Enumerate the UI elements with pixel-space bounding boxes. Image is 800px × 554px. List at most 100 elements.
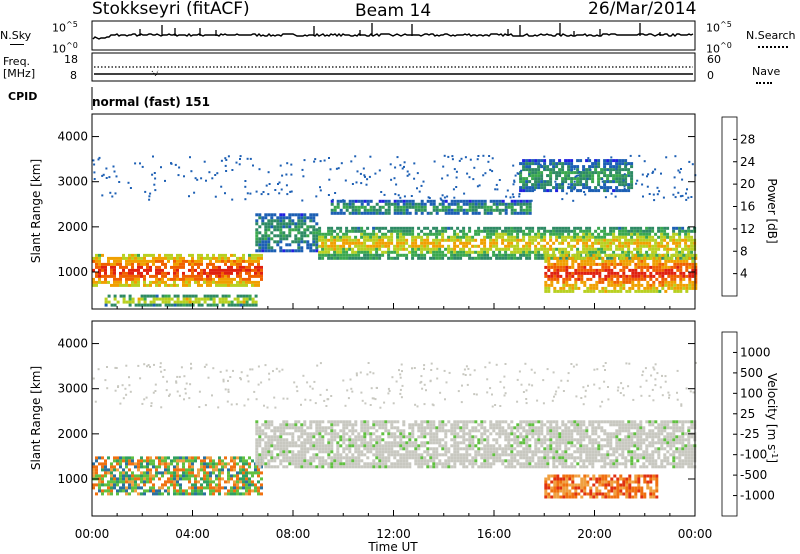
range-gate-cell: [655, 289, 659, 293]
range-gate-cell: [393, 453, 397, 457]
range-gate-cell: [447, 256, 451, 260]
range-gate-cell: [489, 235, 493, 239]
range-gate-cell: [348, 202, 352, 206]
range-gate-cell: [652, 268, 656, 272]
range-gate-cell: [486, 456, 490, 460]
scatter-cell: [491, 170, 494, 173]
range-gate-cell: [306, 234, 310, 238]
range-gate-cell: [176, 268, 179, 272]
range-gate-cell: [297, 225, 301, 229]
scatter-cell: [428, 197, 431, 199]
range-gate-cell: [339, 453, 343, 457]
range-gate-cell: [543, 423, 547, 427]
range-gate-cell: [459, 205, 463, 209]
range-gate-cell: [471, 441, 475, 445]
range-gate-cell: [486, 211, 490, 215]
range-gate-cell: [510, 426, 514, 430]
range-gate-cell: [489, 199, 493, 203]
range-gate-cell: [450, 235, 454, 239]
range-gate-cell: [173, 268, 176, 272]
range-gate-cell: [297, 240, 301, 244]
range-gate-cell: [339, 435, 343, 439]
range-gate-cell: [450, 199, 454, 203]
range-gate-cell: [640, 277, 644, 281]
range-gate-cell: [333, 465, 337, 469]
range-gate-cell: [206, 465, 209, 469]
range-gate-cell: [555, 232, 559, 236]
range-gate-cell: [137, 253, 140, 257]
range-gate-cell: [673, 280, 677, 284]
range-gate-cell: [420, 238, 424, 242]
range-gate-cell: [363, 250, 367, 254]
range-gate-cell: [547, 268, 551, 272]
range-gate-cell: [155, 471, 158, 475]
range-gate-cell: [441, 244, 445, 248]
range-gate-cell: [248, 456, 251, 460]
range-gate-cell: [495, 253, 499, 257]
range-gate-cell: [357, 226, 361, 230]
range-gate-cell: [667, 265, 671, 269]
range-gate-cell: [173, 280, 176, 284]
range-gate-cell: [597, 177, 601, 181]
scatter-cell: [108, 176, 111, 179]
range-gate-cell: [570, 186, 574, 190]
range-gate-cell: [258, 426, 262, 430]
range-gate-cell: [402, 211, 406, 215]
range-gate-cell: [143, 268, 146, 272]
range-gate-cell: [218, 462, 221, 466]
nave-dotted-marker: [151, 69, 159, 78]
range-gate-cell: [288, 444, 292, 448]
range-gate-cell: [345, 238, 349, 242]
range-gate-cell: [236, 492, 239, 496]
range-gate-cell: [212, 256, 215, 260]
range-gate-cell: [146, 259, 149, 263]
range-gate-cell: [206, 283, 209, 287]
range-gate-cell: [137, 462, 140, 466]
range-gate-cell: [264, 426, 268, 430]
range-gate-cell: [245, 462, 248, 466]
range-gate-cell: [462, 429, 466, 433]
range-gate-cell: [474, 450, 478, 454]
range-gate-cell: [450, 247, 454, 251]
range-gate-cell: [342, 235, 346, 239]
range-gate-cell: [582, 165, 586, 169]
range-gate-cell: [330, 423, 334, 427]
range-gate-cell: [468, 438, 472, 442]
range-gate-cell: [312, 456, 316, 460]
range-gate-cell: [233, 459, 236, 463]
range-gate-cell: [525, 462, 529, 466]
range-gate-cell: [104, 300, 108, 304]
range-gate-cell: [591, 177, 595, 181]
range-gate-cell: [170, 471, 173, 475]
range-gate-cell: [504, 444, 508, 448]
range-gate-cell: [426, 235, 430, 239]
range-gate-cell: [453, 202, 457, 206]
range-gate-cell: [206, 297, 210, 301]
range-gate-cell: [694, 262, 698, 266]
range-gate-cell: [233, 462, 236, 466]
range-gate-cell: [218, 456, 221, 460]
range-gate-cell: [399, 199, 403, 203]
range-gate-cell: [645, 232, 649, 236]
range-gate-cell: [233, 259, 236, 263]
range-gate-cell: [522, 250, 526, 254]
range-gate-cell: [152, 300, 156, 304]
range-gate-cell: [255, 441, 259, 445]
range-gate-cell: [227, 277, 230, 281]
range-gate-cell: [297, 435, 301, 439]
range-gate-cell: [405, 232, 409, 236]
range-gate-cell: [173, 265, 176, 269]
range-gate-cell: [567, 186, 571, 190]
range-gate-cell: [125, 256, 128, 260]
range-gate-cell: [134, 480, 137, 484]
range-gate-cell: [589, 265, 593, 269]
range-gate-cell: [270, 429, 274, 433]
range-gate-cell: [372, 247, 376, 251]
range-gate-cell: [544, 280, 548, 284]
range-gate-cell: [528, 205, 532, 209]
range-gate-cell: [567, 229, 571, 233]
range-gate-cell: [462, 202, 466, 206]
range-gate-cell: [456, 244, 460, 248]
range-gate-cell: [564, 250, 568, 254]
range-gate-cell: [507, 423, 511, 427]
